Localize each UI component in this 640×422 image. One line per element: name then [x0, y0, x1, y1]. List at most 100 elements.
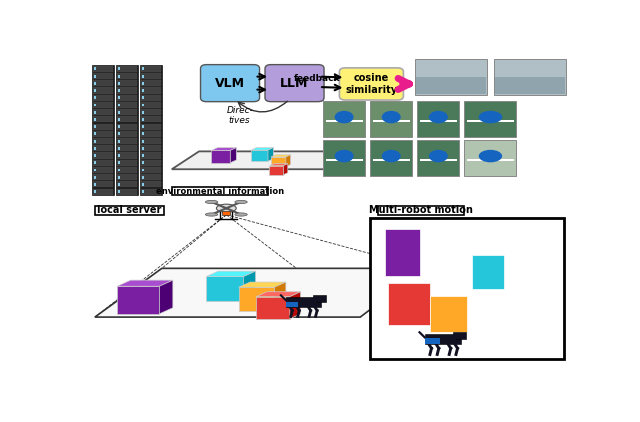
Bar [94, 183, 97, 186]
Polygon shape [251, 148, 273, 150]
Polygon shape [256, 292, 301, 297]
Bar [118, 89, 120, 92]
Bar [429, 296, 467, 332]
Bar [141, 66, 161, 72]
Bar [425, 334, 461, 344]
Bar [117, 109, 138, 115]
Bar [118, 183, 120, 186]
Bar [93, 167, 113, 173]
Bar [117, 116, 138, 122]
Ellipse shape [381, 111, 401, 123]
Polygon shape [269, 164, 288, 166]
Bar [141, 124, 161, 130]
Bar [93, 109, 113, 115]
Bar [467, 159, 514, 162]
Bar [94, 190, 97, 193]
Bar [141, 131, 161, 137]
Text: Direc-
tives: Direc- tives [227, 106, 253, 125]
Bar [94, 140, 97, 143]
Bar [94, 147, 97, 150]
Bar [142, 96, 144, 99]
FancyBboxPatch shape [200, 65, 260, 102]
Ellipse shape [335, 111, 354, 123]
Ellipse shape [479, 150, 502, 162]
Bar [142, 190, 144, 193]
Ellipse shape [479, 111, 502, 123]
Bar [93, 87, 113, 94]
Bar [117, 145, 138, 151]
Bar [326, 159, 363, 162]
Bar [94, 161, 97, 164]
Bar [94, 176, 97, 179]
Bar [118, 190, 120, 193]
Text: feedback: feedback [294, 74, 340, 83]
Bar [117, 138, 138, 144]
Bar [93, 102, 113, 108]
Bar [326, 120, 363, 122]
Bar [141, 160, 161, 166]
Bar [117, 131, 138, 137]
Bar [118, 176, 120, 179]
Bar [142, 133, 144, 135]
Bar [117, 160, 138, 166]
Bar [465, 140, 516, 176]
Ellipse shape [335, 150, 354, 162]
FancyBboxPatch shape [339, 68, 403, 100]
Ellipse shape [429, 150, 448, 162]
Bar [118, 118, 120, 121]
Bar [142, 183, 144, 186]
Bar [372, 120, 410, 122]
Bar [388, 283, 429, 325]
Polygon shape [271, 155, 291, 157]
Bar [141, 87, 161, 94]
Bar [118, 125, 120, 128]
Ellipse shape [381, 150, 401, 162]
Bar [370, 218, 564, 360]
Text: LLM: LLM [280, 77, 308, 89]
Bar [118, 147, 120, 150]
Bar [372, 159, 410, 162]
Ellipse shape [216, 204, 236, 212]
Polygon shape [284, 164, 288, 175]
Bar [141, 95, 161, 101]
Bar [93, 131, 113, 137]
Bar [118, 68, 120, 70]
Bar [141, 138, 161, 144]
Bar [118, 161, 120, 164]
Polygon shape [239, 282, 286, 287]
Bar [142, 176, 144, 179]
Bar [93, 124, 113, 130]
Bar [141, 167, 161, 173]
Bar [142, 89, 144, 92]
Bar [93, 152, 113, 159]
Bar [117, 189, 138, 195]
Bar [117, 124, 138, 130]
Bar [141, 73, 161, 79]
Polygon shape [117, 280, 173, 286]
Bar [117, 102, 138, 108]
Ellipse shape [205, 213, 218, 216]
Bar [385, 230, 420, 276]
Bar [94, 154, 97, 157]
Bar [141, 145, 161, 151]
Bar [142, 68, 144, 70]
Bar [420, 159, 457, 162]
Bar [93, 80, 113, 87]
Bar [142, 161, 144, 164]
Bar [141, 174, 161, 180]
Polygon shape [211, 148, 236, 150]
Bar [453, 332, 467, 339]
Bar [141, 80, 161, 87]
Bar [116, 65, 138, 195]
Bar [140, 65, 163, 195]
Bar [93, 116, 113, 122]
Polygon shape [239, 287, 275, 311]
Bar [117, 66, 138, 72]
Polygon shape [286, 155, 291, 167]
Bar [495, 77, 565, 94]
Polygon shape [172, 151, 350, 169]
Bar [370, 101, 412, 137]
Bar [425, 338, 440, 344]
Polygon shape [95, 268, 425, 317]
Bar [94, 103, 97, 106]
